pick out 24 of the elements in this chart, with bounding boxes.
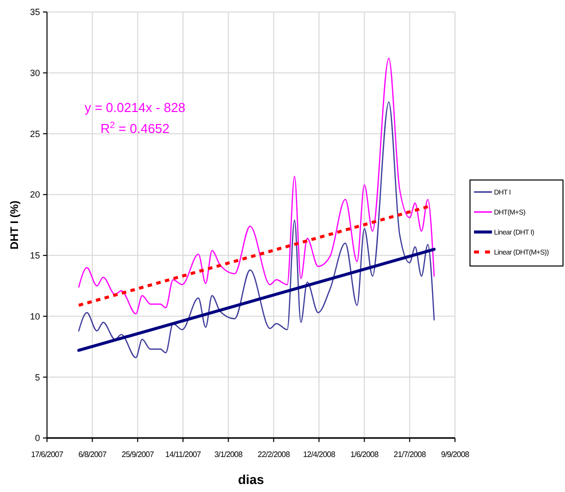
x-tick-label: 9/9/2008 (441, 450, 470, 459)
x-axis-title: dias (238, 472, 264, 487)
x-tick-label: 25/9/2007 (122, 450, 155, 459)
x-tick-label: 3/1/2008 (214, 450, 244, 459)
annotation: y = 0.0214x - 828 (84, 100, 186, 115)
y-axis-title: DHT I (%) (9, 200, 21, 250)
x-tick-label: 17/6/2007 (31, 450, 64, 459)
x-tick-label: 6/8/2007 (78, 450, 108, 459)
y-tick-label: 20 (30, 190, 40, 200)
y-tick-label: 25 (30, 128, 40, 139)
y-tick-label: 10 (30, 311, 40, 322)
y-tick-label: 5 (34, 372, 40, 382)
annotation: R$^{2}$ = 0.4652 (100, 120, 170, 136)
line-series (78, 101, 435, 358)
x-tick-label: 22/2/2008 (258, 450, 291, 459)
y-tick-label: 15 (30, 250, 40, 261)
y-tick-label: 0 (34, 433, 40, 444)
x-tick-label: 1/6/2008 (350, 450, 380, 459)
x-tick-label: 21/7/2008 (394, 450, 427, 459)
x-tick-label: 12/4/2008 (303, 450, 336, 459)
y-tick-label: 30 (30, 68, 40, 78)
x-tick-label: 14/11/2007 (165, 450, 202, 459)
line-series (78, 58, 435, 314)
y-tick-label: 35 (30, 7, 40, 18)
